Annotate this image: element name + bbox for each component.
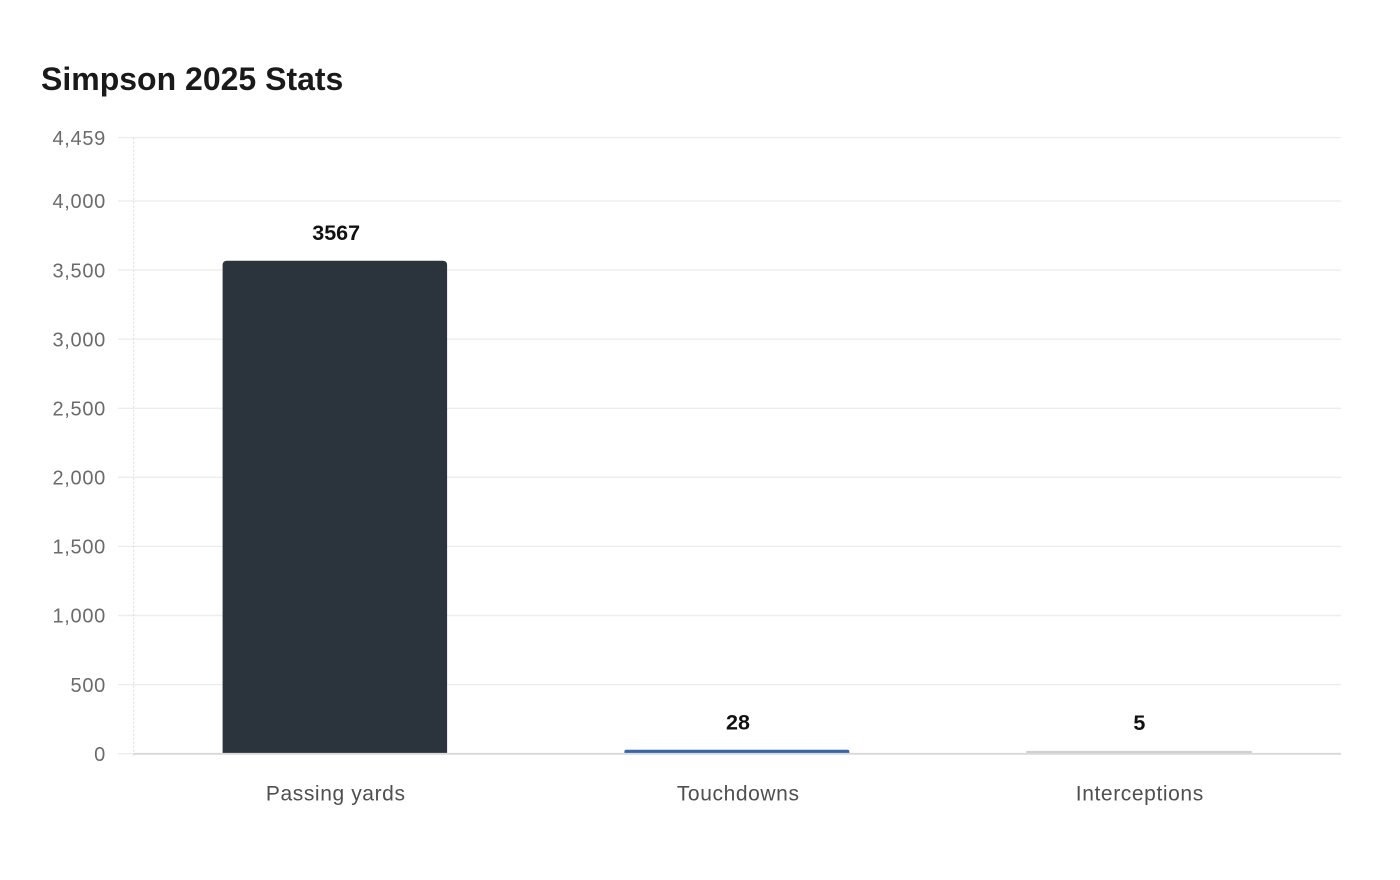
svg-text:5: 5 [1133, 711, 1145, 735]
svg-text:4,000: 4,000 [52, 191, 106, 213]
svg-text:3,500: 3,500 [52, 260, 106, 282]
svg-text:3567: 3567 [312, 221, 360, 245]
svg-text:1,000: 1,000 [52, 606, 106, 628]
svg-text:3,000: 3,000 [52, 329, 106, 351]
svg-text:2,000: 2,000 [52, 468, 106, 490]
svg-text:1,500: 1,500 [52, 537, 106, 559]
svg-text:2,500: 2,500 [52, 399, 106, 421]
svg-text:Simpson 2025 Stats: Simpson 2025 Stats [41, 61, 343, 97]
svg-text:500: 500 [71, 675, 106, 697]
svg-text:0: 0 [94, 744, 106, 766]
svg-text:Interceptions: Interceptions [1076, 783, 1204, 806]
svg-text:Touchdowns: Touchdowns [677, 783, 800, 806]
svg-text:4,459: 4,459 [52, 128, 106, 150]
svg-text:Passing yards: Passing yards [266, 783, 406, 806]
svg-text:28: 28 [726, 711, 750, 735]
